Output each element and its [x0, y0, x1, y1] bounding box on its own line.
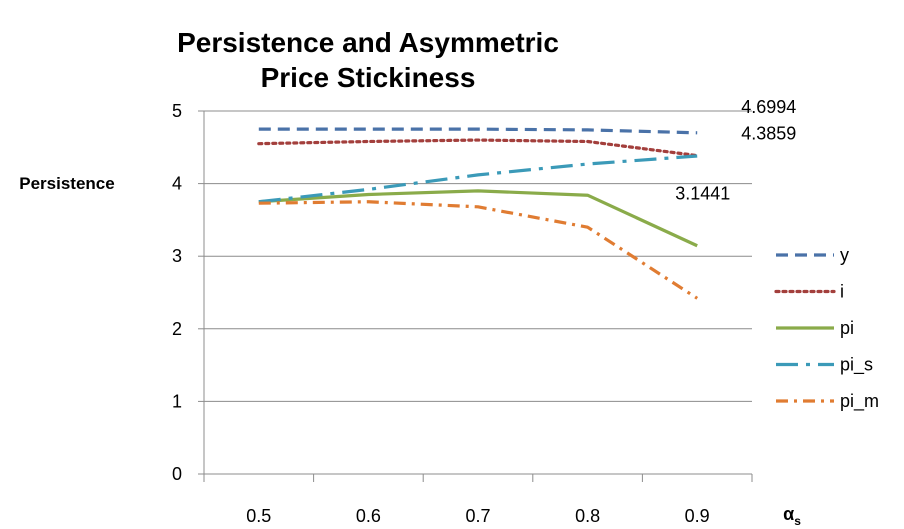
- series-line-pi_s: [258, 154, 698, 204]
- y-tick-label: 2: [172, 319, 182, 339]
- y-tick-label: 3: [172, 246, 182, 266]
- chart-title-line-2: Price Stickiness: [261, 62, 476, 93]
- x-tick-label: 0.7: [465, 506, 490, 526]
- series-line-y: [258, 127, 698, 135]
- value-annotation: 3.1441: [675, 184, 730, 204]
- x-axis-label-main: α: [783, 504, 794, 524]
- legend-label-i: i: [840, 282, 844, 302]
- y-tick-label: 1: [172, 391, 182, 411]
- x-tick-label: 0.5: [246, 506, 271, 526]
- y-tick-label: 0: [172, 464, 182, 484]
- x-tick-label: 0.8: [575, 506, 600, 526]
- legend-label-pi: pi: [840, 318, 854, 338]
- x-tick-label: 0.9: [685, 506, 710, 526]
- plot-area: 0 1 2 3 4 5 0.5 0.6 0.7 0.8 0.9 4.6994 4.3859 3.1441 y…: [172, 97, 879, 526]
- legend-label-y: y: [840, 245, 849, 265]
- value-annotation: 4.3859: [741, 124, 796, 144]
- series-line-pi: [258, 189, 698, 248]
- y-axis-label: Persistence: [19, 174, 114, 193]
- legend-label-pi_s: pi_s: [840, 355, 873, 376]
- chart-title-line-1: Persistence and Asymmetric: [177, 27, 559, 58]
- y-tick-label: 4: [172, 174, 182, 194]
- x-axis-label-subscript: s: [794, 514, 801, 528]
- x-axis-label: αs: [783, 504, 801, 528]
- value-annotation: 4.6994: [741, 97, 796, 117]
- x-tick-label: 0.6: [356, 506, 381, 526]
- y-tick-label: 5: [172, 101, 182, 121]
- series-line-pi_m: [258, 200, 699, 300]
- series-line-i: [257, 138, 699, 158]
- legend-label-pi_m: pi_m: [840, 391, 879, 412]
